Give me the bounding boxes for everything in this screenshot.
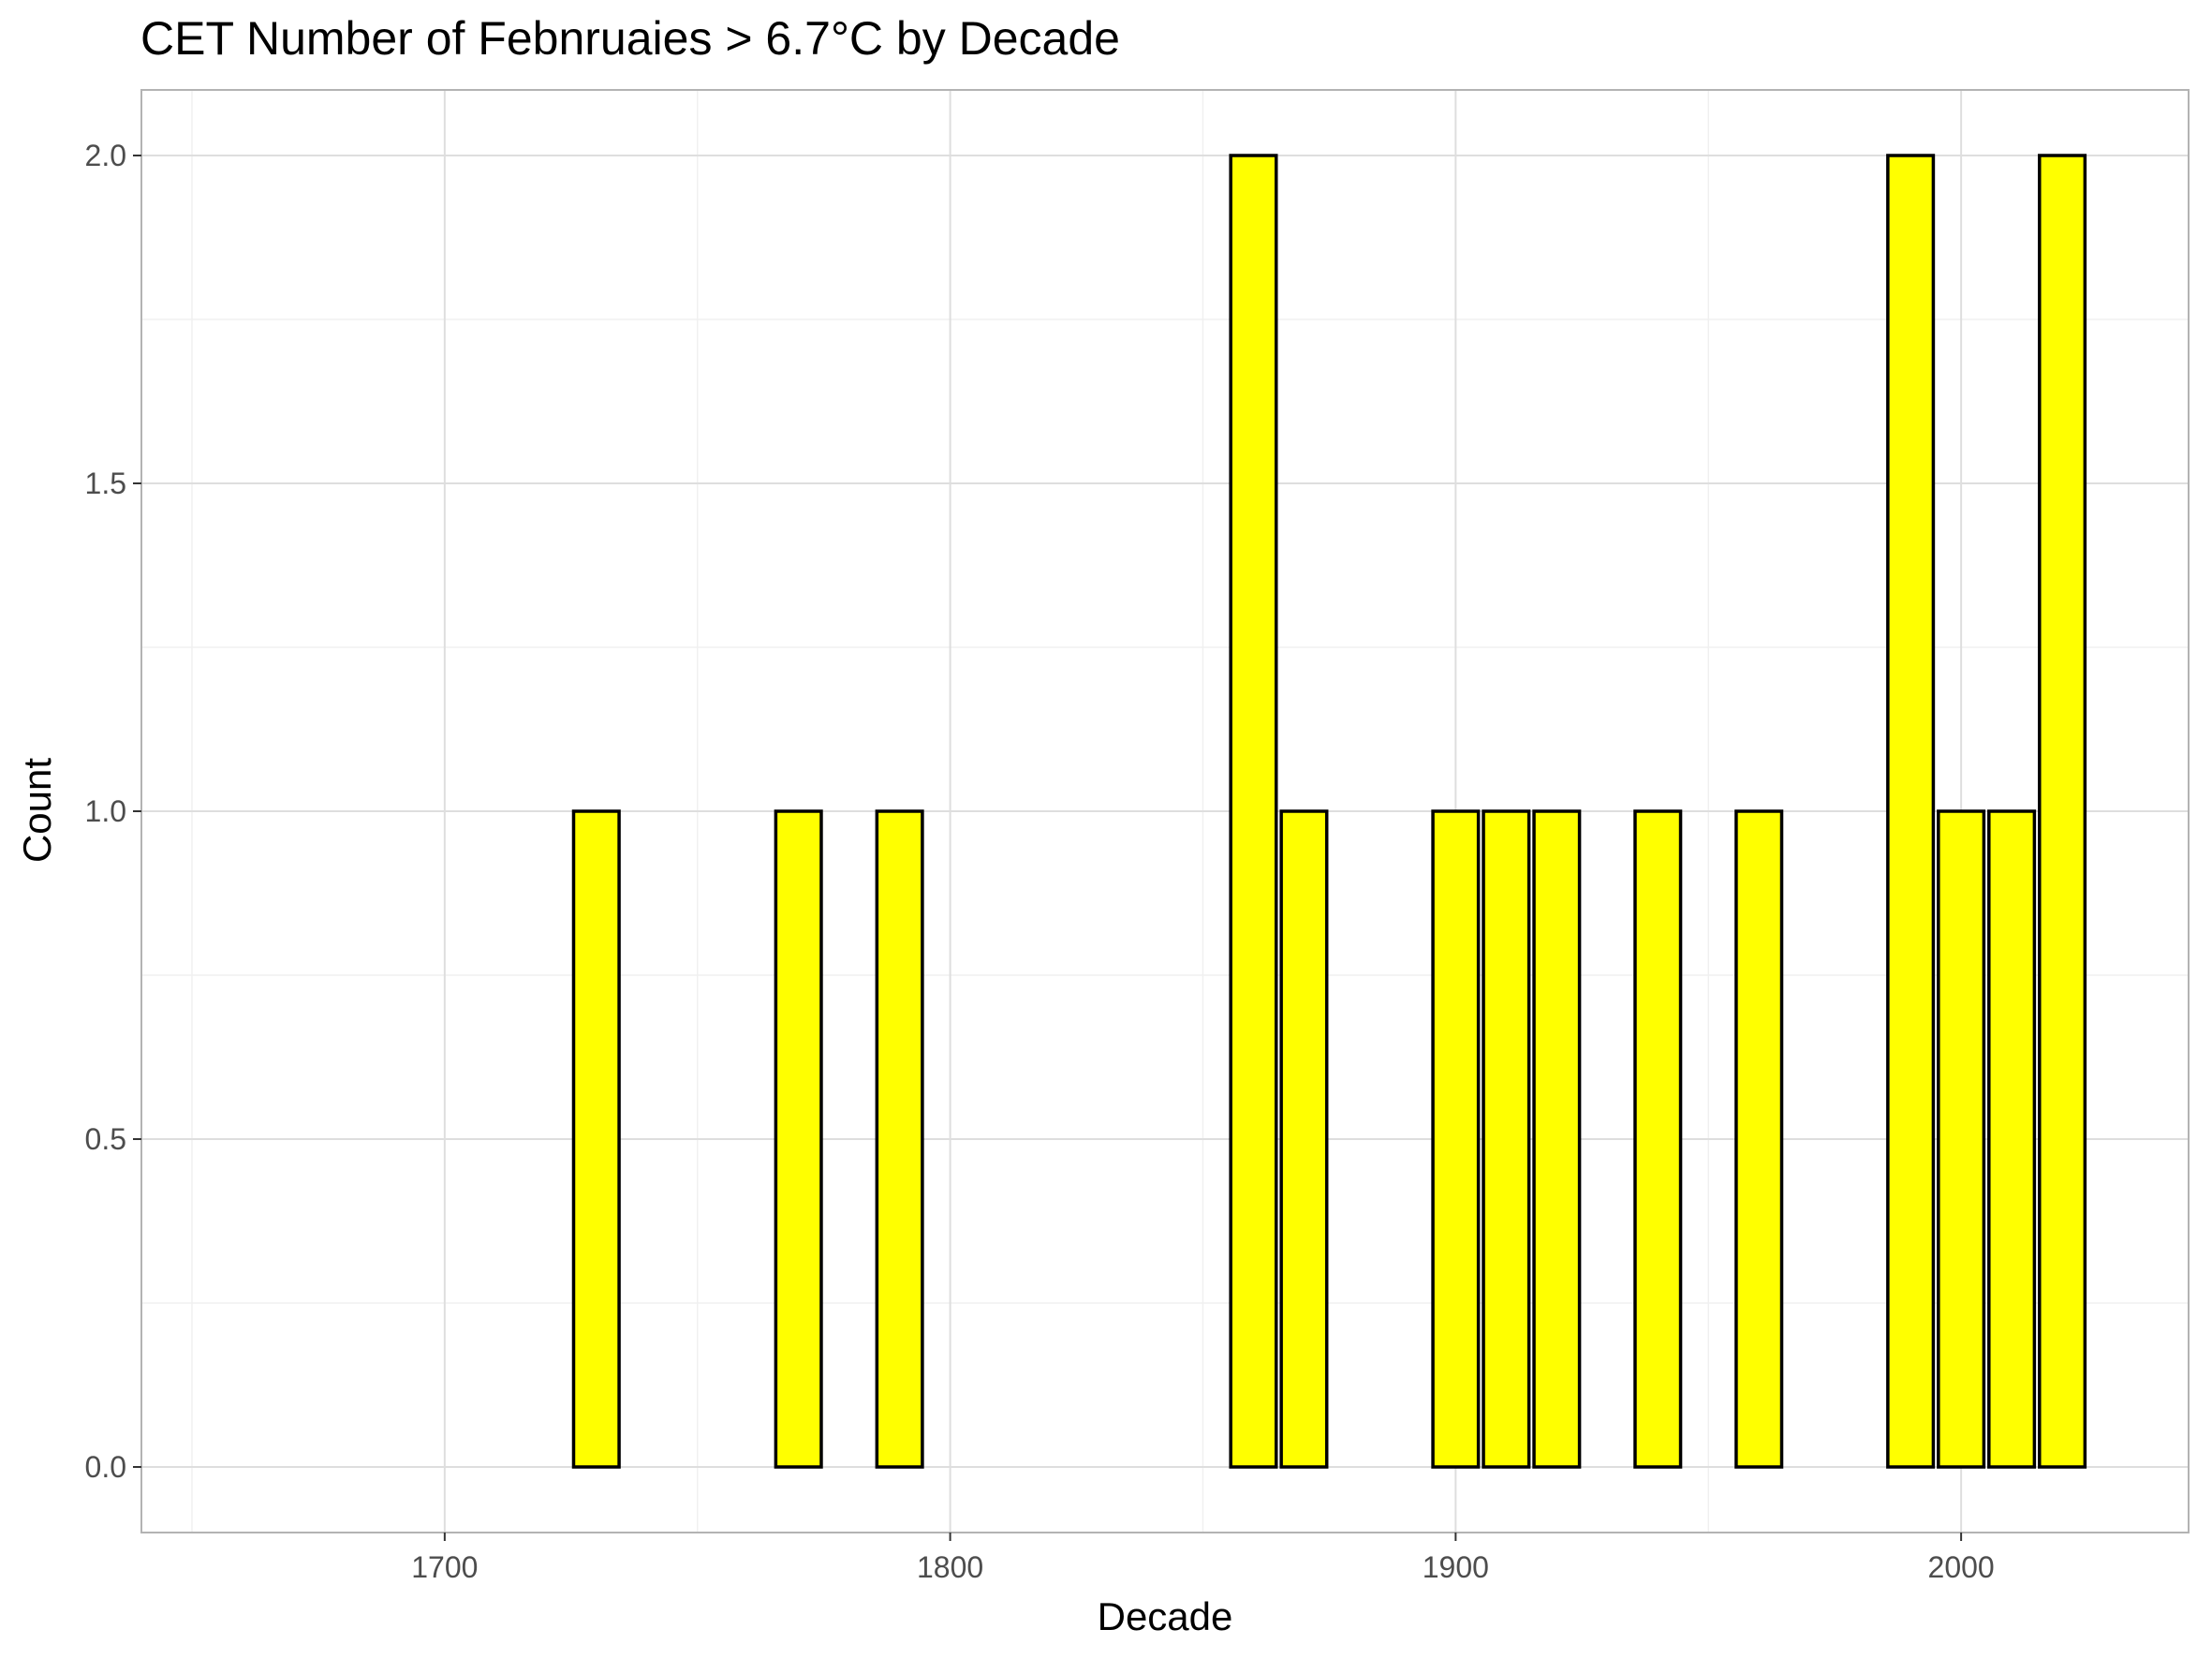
bar: [1886, 154, 1936, 1469]
y-tick-label: 1.5: [85, 467, 126, 500]
bar: [875, 809, 924, 1469]
chart-title: CET Number of Febnruaies > 6.7°C by Deca…: [140, 12, 1120, 65]
y-tick-label: 0.5: [85, 1122, 126, 1156]
y-tick-label: 1.0: [85, 794, 126, 828]
bar: [1734, 809, 1784, 1469]
bar: [571, 809, 621, 1469]
y-axis-ticks: 0.0 0.5 1.0 1.5 2.0: [85, 139, 141, 1484]
y-axis-title: Count: [15, 758, 59, 863]
bar: [1279, 809, 1329, 1469]
bar: [1987, 809, 2037, 1469]
y-tick-label: 2.0: [85, 139, 126, 172]
x-tick-label: 1800: [917, 1550, 983, 1584]
bar: [1532, 809, 1582, 1469]
x-tick-label: 1700: [411, 1550, 478, 1584]
grid-lines: [141, 90, 2189, 1533]
bar: [1482, 809, 1531, 1469]
bars: [571, 154, 2087, 1469]
bar: [1229, 154, 1278, 1469]
x-axis-ticks: 1700 1800 1900 2000: [411, 1533, 1995, 1584]
x-axis-title: Decade: [1098, 1594, 1233, 1638]
bar: [774, 809, 823, 1469]
bar: [2038, 154, 2087, 1469]
bar: [1431, 809, 1481, 1469]
x-tick-label: 1900: [1423, 1550, 1489, 1584]
bar: [1937, 809, 1986, 1469]
x-tick-label: 2000: [1928, 1550, 1995, 1584]
bar: [1633, 809, 1683, 1469]
y-tick-label: 0.0: [85, 1450, 126, 1484]
